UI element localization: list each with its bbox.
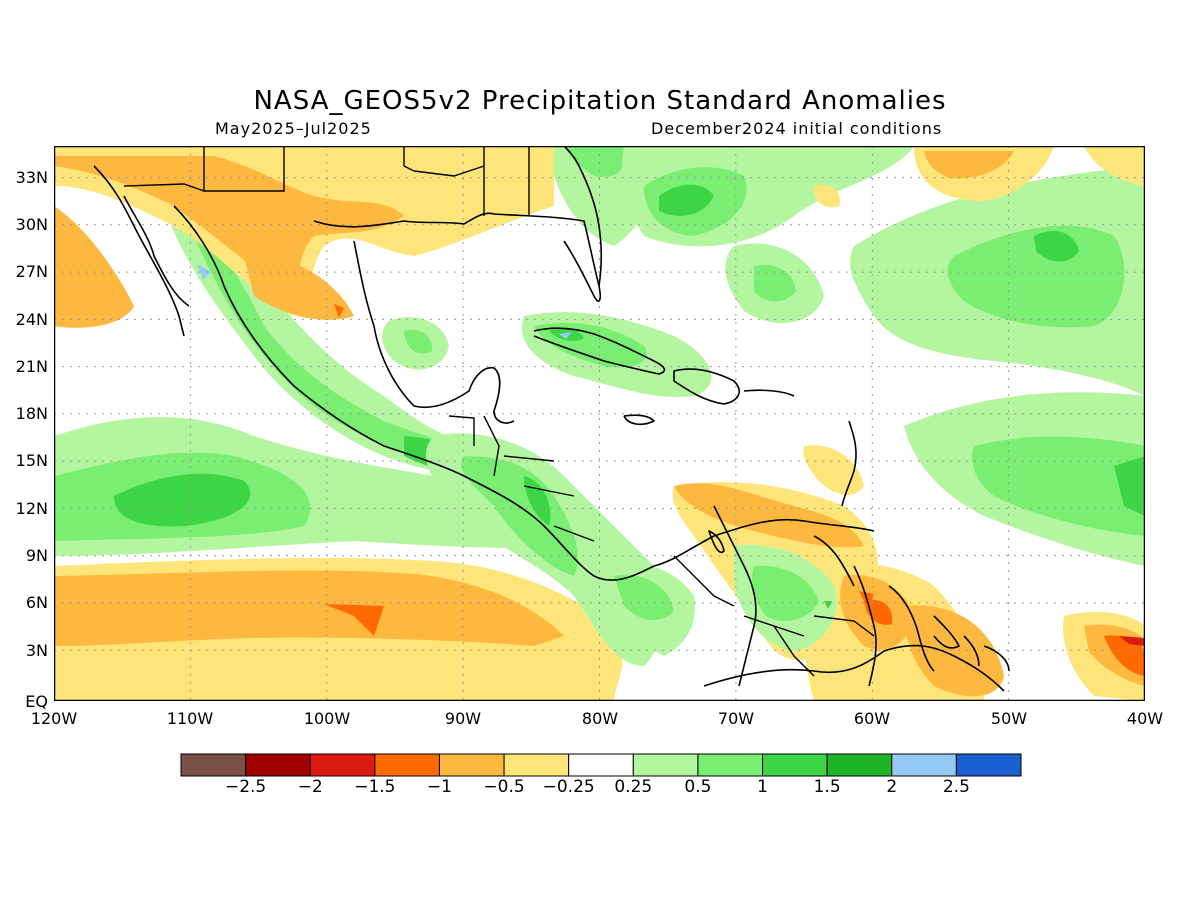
color-legend: [180, 753, 1022, 777]
legend-swatch: [632, 753, 699, 777]
lat-label: 30N: [15, 215, 48, 234]
lon-label: 120W: [30, 709, 78, 728]
legend-swatch: [955, 753, 1022, 777]
legend-label: 0.5: [684, 777, 712, 797]
lat-label: 12N: [15, 499, 48, 518]
legend-label: −1.5: [354, 777, 396, 797]
legend-label: −2.5: [224, 777, 267, 797]
legend-label: 1: [757, 777, 768, 797]
atlantic-dry: [813, 146, 1145, 208]
lon-label: 90W: [444, 709, 482, 728]
lon-label: 40W: [1126, 709, 1164, 728]
lat-label: 33N: [15, 168, 48, 187]
lat-label: 15N: [15, 451, 48, 470]
legend-swatch: [245, 753, 311, 777]
legend-label: −2: [297, 777, 323, 797]
pacific-dry-band: [54, 558, 623, 701]
chart-title: NASA_GEOS5v2 Precipitation Standard Anom…: [253, 86, 947, 116]
pacific-wet-band: [54, 417, 574, 556]
venezuela-wet: [594, 545, 837, 656]
legend-label: 2: [886, 777, 898, 797]
legend-swatch: [762, 753, 828, 777]
anomaly-map: [54, 146, 1145, 701]
gulf-dry: [54, 146, 554, 328]
lat-label: 3N: [25, 641, 48, 660]
legend-swatch: [697, 753, 764, 777]
lon-label: 110W: [166, 709, 214, 728]
legend-label: 2.5: [942, 777, 970, 797]
initial-conditions: December2024 initial conditions: [651, 119, 943, 138]
legend-label: −0.5: [483, 777, 525, 797]
legend-swatch: [826, 753, 893, 777]
legend-swatch: [568, 753, 634, 777]
central-america-wet: [425, 433, 665, 666]
atlantic-wet: [622, 146, 1145, 566]
lon-label: 70W: [717, 709, 755, 728]
legend-swatch: [438, 753, 505, 777]
borders: [123, 146, 875, 677]
lat-label: 27N: [15, 262, 48, 281]
legend-swatch: [309, 753, 376, 777]
legend-swatch: [891, 753, 957, 777]
lat-label: 6N: [25, 593, 48, 612]
lat-label: 18N: [15, 404, 48, 423]
caribbean-dry-strip: [674, 483, 864, 548]
lat-label: 9N: [25, 546, 48, 565]
lat-label: EQ: [25, 692, 48, 711]
legend-swatch: [374, 753, 440, 777]
lon-label: 60W: [853, 709, 891, 728]
lon-label: 80W: [581, 709, 619, 728]
lon-label: 50W: [990, 709, 1028, 728]
legend-label: −0.25: [542, 777, 595, 797]
lat-label: 21N: [15, 357, 48, 376]
legend-label: −1: [426, 777, 452, 797]
forecast-period: May2025–Jul2025: [215, 119, 372, 138]
legend-swatch: [180, 753, 247, 777]
legend-swatch: [503, 753, 570, 777]
coastlines: [93, 146, 1010, 692]
legend-label: 0.25: [614, 777, 653, 797]
lat-label: 24N: [15, 310, 48, 329]
lon-label: 100W: [303, 709, 351, 728]
legend-label: 1.5: [813, 777, 841, 797]
